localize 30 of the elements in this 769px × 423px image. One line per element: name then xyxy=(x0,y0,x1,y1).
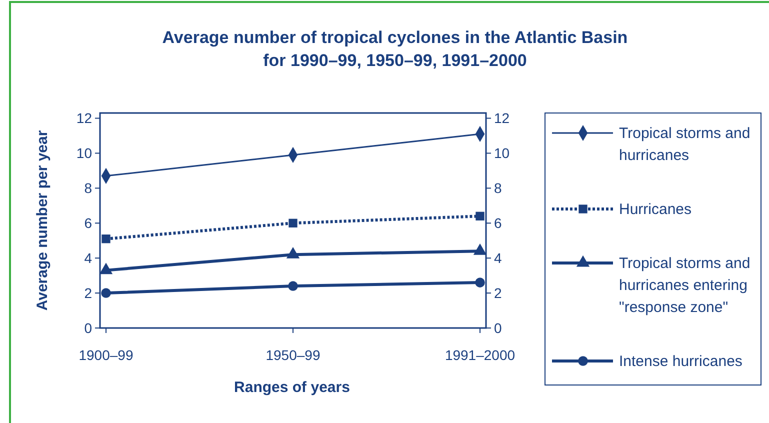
y-axis-title: Average number per year xyxy=(34,130,51,311)
y2-tick-label: 6 xyxy=(494,215,502,232)
point xyxy=(288,281,298,291)
point xyxy=(475,278,485,288)
legend-label: Tropical storms and hurricanes xyxy=(619,125,750,164)
point xyxy=(101,288,111,298)
y2-tick-label: 4 xyxy=(494,250,502,266)
x-tick-label: 1991–2000 xyxy=(444,347,516,363)
y2-tick-label: 8 xyxy=(494,180,502,196)
y-tick-label: 2 xyxy=(84,285,92,302)
y-tick-label: 0 xyxy=(84,320,92,336)
point xyxy=(288,218,298,228)
y-tick-label: 12 xyxy=(76,110,92,126)
legend-label: Tropical storms and hurricanes entering "response zone" xyxy=(619,255,750,316)
y2-tick-label: 2 xyxy=(494,285,502,302)
point xyxy=(476,212,484,220)
y2-tick-label: 10 xyxy=(494,145,510,162)
x-tick-label: 1900–99 xyxy=(78,347,134,363)
x-axis-title: Ranges of years xyxy=(234,379,350,396)
y2-tick-label: 12 xyxy=(494,110,510,126)
legend-label: Hurricanes xyxy=(619,201,692,218)
y-tick-label: 4 xyxy=(84,250,92,266)
chart-title: Average number of tropical cyclones in the Atlantic Basin for 1990–99, 1950–99, 1991–2000 xyxy=(162,28,628,70)
y-tick-label: 8 xyxy=(84,180,92,196)
legend-label: Intense hurricanes xyxy=(619,353,742,370)
y-tick-label: 6 xyxy=(84,215,92,232)
y-tick-label: 10 xyxy=(76,145,92,162)
x-tick-label: 1950–99 xyxy=(266,347,320,363)
y2-tick-label: 0 xyxy=(494,320,502,336)
point xyxy=(102,234,110,244)
